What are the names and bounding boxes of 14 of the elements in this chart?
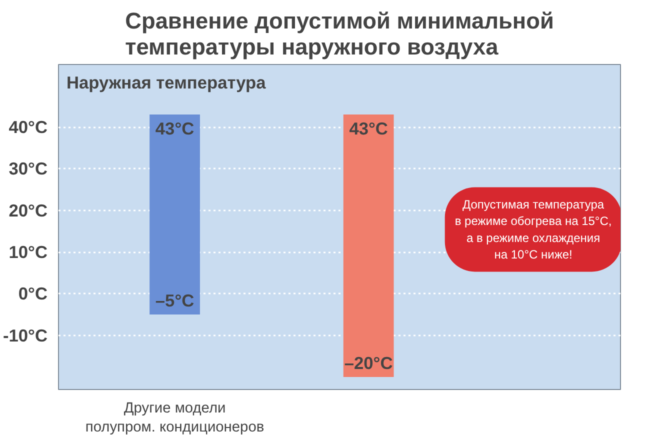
y-tick-label: -10°C — [3, 325, 48, 346]
annotation: –20°C — [344, 353, 394, 373]
x-tick-label: Другие модели полупром. кондиционеров — [85, 400, 264, 436]
annotation: Допустимая температура в режиме обогрева на 15°C, а в режиме охлаждения на 10°C ниже! — [454, 197, 612, 262]
data-label: 43°C — [155, 118, 195, 138]
y-tick-label: 30°C — [8, 158, 48, 179]
y-axis-title: Наружная температура — [66, 72, 266, 92]
y-tick-label: 10°C — [8, 242, 48, 262]
data-label: 43°C — [349, 118, 388, 138]
annotation: –5°C — [155, 290, 195, 310]
chart-title: Сравнение допустимой минимальной температуры наружного воздуха — [125, 8, 554, 60]
y-tick-label: 40°C — [8, 117, 48, 137]
y-tick-label: 0°C — [18, 284, 48, 304]
y-tick-label: 20°C — [8, 200, 48, 220]
